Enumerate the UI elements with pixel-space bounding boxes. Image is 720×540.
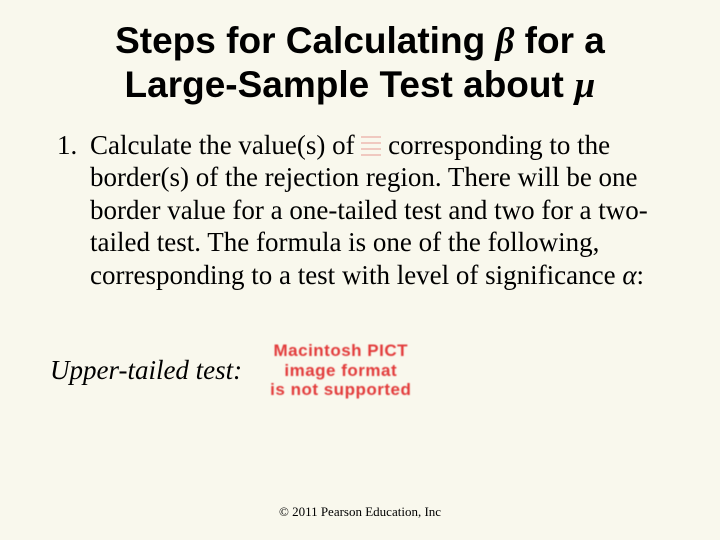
body-text: Calculate the value(s) of corresponding … [50, 129, 670, 291]
mac-pict-placeholder: Macintosh PICT image format is not suppo… [270, 341, 411, 400]
upper-tailed-label: Upper-tailed test: [50, 355, 242, 386]
upper-tailed-row: Upper-tailed test: Macintosh PICT image … [50, 341, 670, 400]
item1-end: : [637, 260, 645, 290]
title-line1-post: for a [514, 20, 604, 61]
slide: Steps for Calculating β for a Large-Samp… [0, 0, 720, 540]
beta-symbol: β [495, 21, 514, 62]
mac-pict-line1: Macintosh PICT [270, 341, 411, 361]
item1-pre: Calculate the value(s) of [90, 130, 361, 160]
title-line2-pre: Large-Sample Test about [125, 64, 575, 105]
missing-image-icon [361, 136, 381, 156]
mac-pict-line3: is not supported [270, 380, 411, 400]
title-line1-pre: Steps for Calculating [115, 20, 495, 61]
mu-symbol: µ [574, 65, 595, 106]
slide-title: Steps for Calculating β for a Large-Samp… [50, 20, 670, 107]
mac-pict-line2: image format [270, 361, 411, 381]
copyright-text: © 2011 Pearson Education, Inc [0, 504, 720, 520]
list-item-1: Calculate the value(s) of corresponding … [84, 129, 670, 291]
alpha-symbol: α [622, 260, 636, 290]
